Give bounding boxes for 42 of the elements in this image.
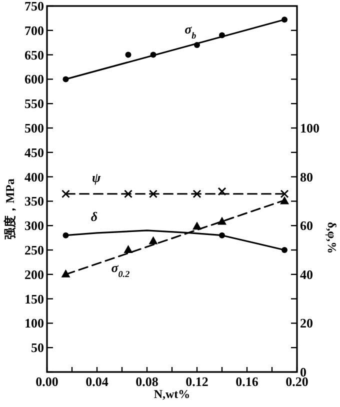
- series-label: δ: [90, 209, 98, 224]
- point: [124, 190, 132, 198]
- y-tick-label: 50: [31, 340, 44, 356]
- y-tick-label: 450: [24, 144, 44, 160]
- point: [218, 187, 226, 196]
- y-tick-label: 400: [24, 169, 44, 184]
- series-label: σ$_{0.2}$: [111, 260, 130, 279]
- y-tick-label: 600: [24, 72, 44, 87]
- y2-tick-label: 80: [300, 169, 313, 184]
- point: [61, 269, 70, 278]
- point: [125, 52, 132, 58]
- y-tick-label: 200: [24, 266, 44, 282]
- y-tick-label: 500: [24, 120, 44, 136]
- series-label: ψ: [92, 170, 102, 185]
- y-tick-label: 350: [24, 194, 44, 209]
- x-axis-title: N,wt%: [154, 387, 190, 401]
- y2-tick-label: 60: [300, 218, 313, 234]
- point: [149, 190, 158, 198]
- y-tick-label: 150: [24, 291, 44, 306]
- y-tick-label: 750: [24, 0, 44, 14]
- x-tick-label: 0.08: [136, 374, 159, 389]
- y-tick-label: 700: [24, 22, 44, 38]
- x-tick-label: 0.00: [36, 374, 58, 389]
- y-tick-label: 650: [24, 47, 44, 62]
- y-tick-label: 100: [24, 316, 44, 331]
- y2-tick-label: 20: [300, 316, 313, 331]
- x-tick-label: 0.12: [186, 374, 208, 389]
- point: [192, 190, 202, 198]
- y-tick-label: 250: [24, 242, 44, 258]
- y2-axis-title: δ,φ,%: [325, 222, 339, 254]
- y2-tick-label: 40: [300, 266, 313, 282]
- series-label: σ$_{b}$: [184, 21, 197, 40]
- point: [280, 190, 289, 198]
- point: [62, 190, 70, 198]
- y-axis-title: 强度，MPa: [3, 178, 17, 240]
- y-tick-label: 300: [24, 218, 44, 234]
- y-tick-label: 550: [24, 96, 44, 112]
- point: [148, 236, 158, 244]
- point: [124, 245, 133, 253]
- y2-tick-label: 100: [300, 120, 320, 136]
- x-tick-label: 0.16: [236, 374, 259, 389]
- x-tick-label: 0.04: [86, 374, 109, 389]
